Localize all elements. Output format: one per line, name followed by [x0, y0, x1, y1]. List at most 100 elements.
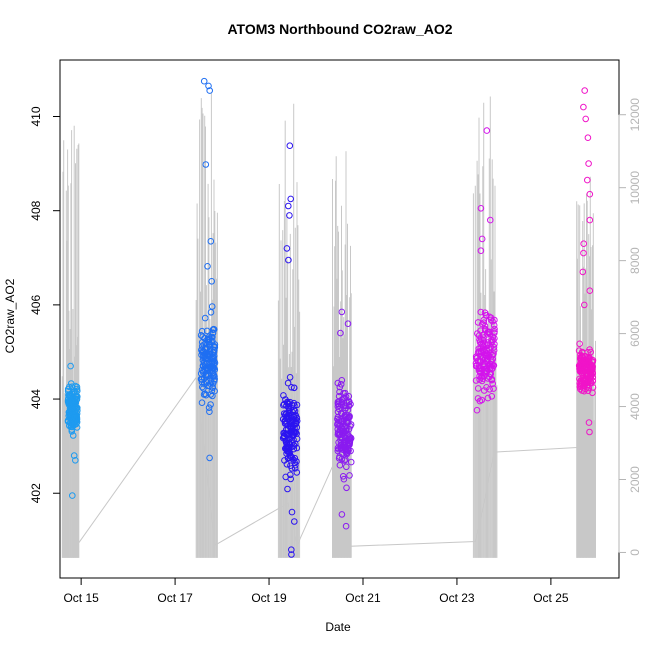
- chart-title: ATOM3 Northbound CO2raw_AO2: [227, 21, 452, 37]
- data-point-outlier: [283, 245, 291, 252]
- data-point: [341, 412, 349, 419]
- data-point: [290, 384, 298, 392]
- data-point: [280, 392, 287, 399]
- data-point-outlier: [580, 240, 588, 247]
- data-point: [487, 316, 495, 324]
- data-point: [202, 340, 210, 347]
- data-point-outlier: [286, 212, 293, 219]
- y2-tick-label: 4000: [628, 393, 642, 420]
- data-point: [334, 444, 342, 452]
- data-point: [280, 400, 288, 408]
- data-point: [69, 432, 77, 439]
- data-point: [66, 383, 73, 391]
- data-point: [335, 402, 343, 409]
- data-point-outlier: [204, 263, 211, 270]
- data-point: [64, 398, 72, 406]
- data-point: [207, 360, 215, 367]
- data-point: [283, 461, 291, 468]
- data-point: [279, 415, 287, 423]
- data-point: [336, 431, 343, 439]
- data-point: [473, 406, 481, 414]
- data-point: [207, 401, 214, 408]
- data-point: [343, 484, 350, 492]
- data-point: [478, 396, 486, 404]
- data-point: [342, 393, 350, 400]
- x-tick-label: Oct 23: [439, 591, 475, 605]
- data-point: [490, 322, 498, 329]
- data-point-outlier: [205, 82, 212, 90]
- data-point: [283, 450, 290, 457]
- data-point: [287, 462, 294, 470]
- data-point-outlier: [72, 457, 79, 464]
- data-point: [480, 343, 487, 351]
- data-point-outlier: [67, 362, 74, 370]
- data-point: [486, 373, 493, 381]
- y-tick-label: 408: [29, 200, 43, 220]
- data-point: [337, 433, 345, 440]
- overlay-cluster: [61, 125, 80, 558]
- data-point: [472, 360, 480, 367]
- data-point: [344, 419, 352, 427]
- data-point: [336, 388, 343, 396]
- data-point: [577, 359, 584, 367]
- data-point-outlier: [206, 87, 213, 94]
- y-tick-label: 402: [29, 483, 43, 503]
- data-point: [67, 415, 74, 423]
- data-point: [285, 404, 293, 412]
- data-point: [474, 395, 482, 402]
- series-group: [334, 308, 355, 530]
- data-point: [584, 353, 592, 361]
- y-axis-label: CO2raw_AO2: [3, 278, 17, 353]
- data-point-outlier: [338, 511, 346, 518]
- data-point: [198, 348, 206, 356]
- axes: Oct 15 Oct 17 Oct 19 Oct 21 Oct 23 Oct 25 402 4…: [29, 98, 642, 605]
- data-point-outlier: [338, 308, 346, 316]
- data-point-outlier: [337, 329, 344, 337]
- data-point: [334, 398, 342, 406]
- data-point: [335, 405, 343, 413]
- data-point: [207, 391, 214, 398]
- data-point: [577, 377, 585, 384]
- data-point: [284, 485, 291, 493]
- data-point: [283, 420, 290, 427]
- data-point-outlier: [288, 551, 295, 558]
- data-point-outlier: [586, 216, 594, 224]
- data-point: [290, 442, 298, 449]
- data-point: [345, 435, 353, 442]
- data-point: [341, 394, 349, 402]
- data-point: [291, 454, 299, 462]
- overlay-cluster: [277, 103, 301, 558]
- data-point-outlier: [580, 103, 587, 111]
- series-group: [279, 142, 301, 558]
- data-point: [211, 344, 218, 351]
- data-point: [342, 413, 350, 421]
- y-tick-label: 404: [29, 389, 43, 409]
- series-group: [197, 77, 219, 462]
- series-group: [64, 362, 81, 499]
- secondary-overlay: [61, 92, 596, 558]
- data-point: [280, 429, 287, 437]
- data-point: [343, 463, 350, 471]
- data-point: [346, 472, 353, 479]
- x-tick-label: Oct 19: [251, 591, 287, 605]
- data-point: [588, 358, 596, 366]
- data-point: [290, 456, 297, 463]
- data-point: [208, 378, 215, 386]
- data-point: [334, 413, 342, 421]
- data-point: [336, 461, 344, 469]
- data-point-outlier: [483, 127, 491, 134]
- data-point: [198, 376, 205, 383]
- data-point: [335, 455, 343, 462]
- data-point: [198, 378, 206, 386]
- data-point: [576, 340, 583, 348]
- data-point: [65, 401, 73, 409]
- data-point: [345, 399, 353, 406]
- data-point: [345, 402, 353, 410]
- data-point-outlier: [202, 161, 210, 168]
- data-point: [338, 377, 346, 384]
- data-point: [488, 393, 496, 400]
- data-point-outlier: [586, 190, 594, 198]
- data-point: [70, 396, 78, 404]
- data-point: [479, 320, 486, 328]
